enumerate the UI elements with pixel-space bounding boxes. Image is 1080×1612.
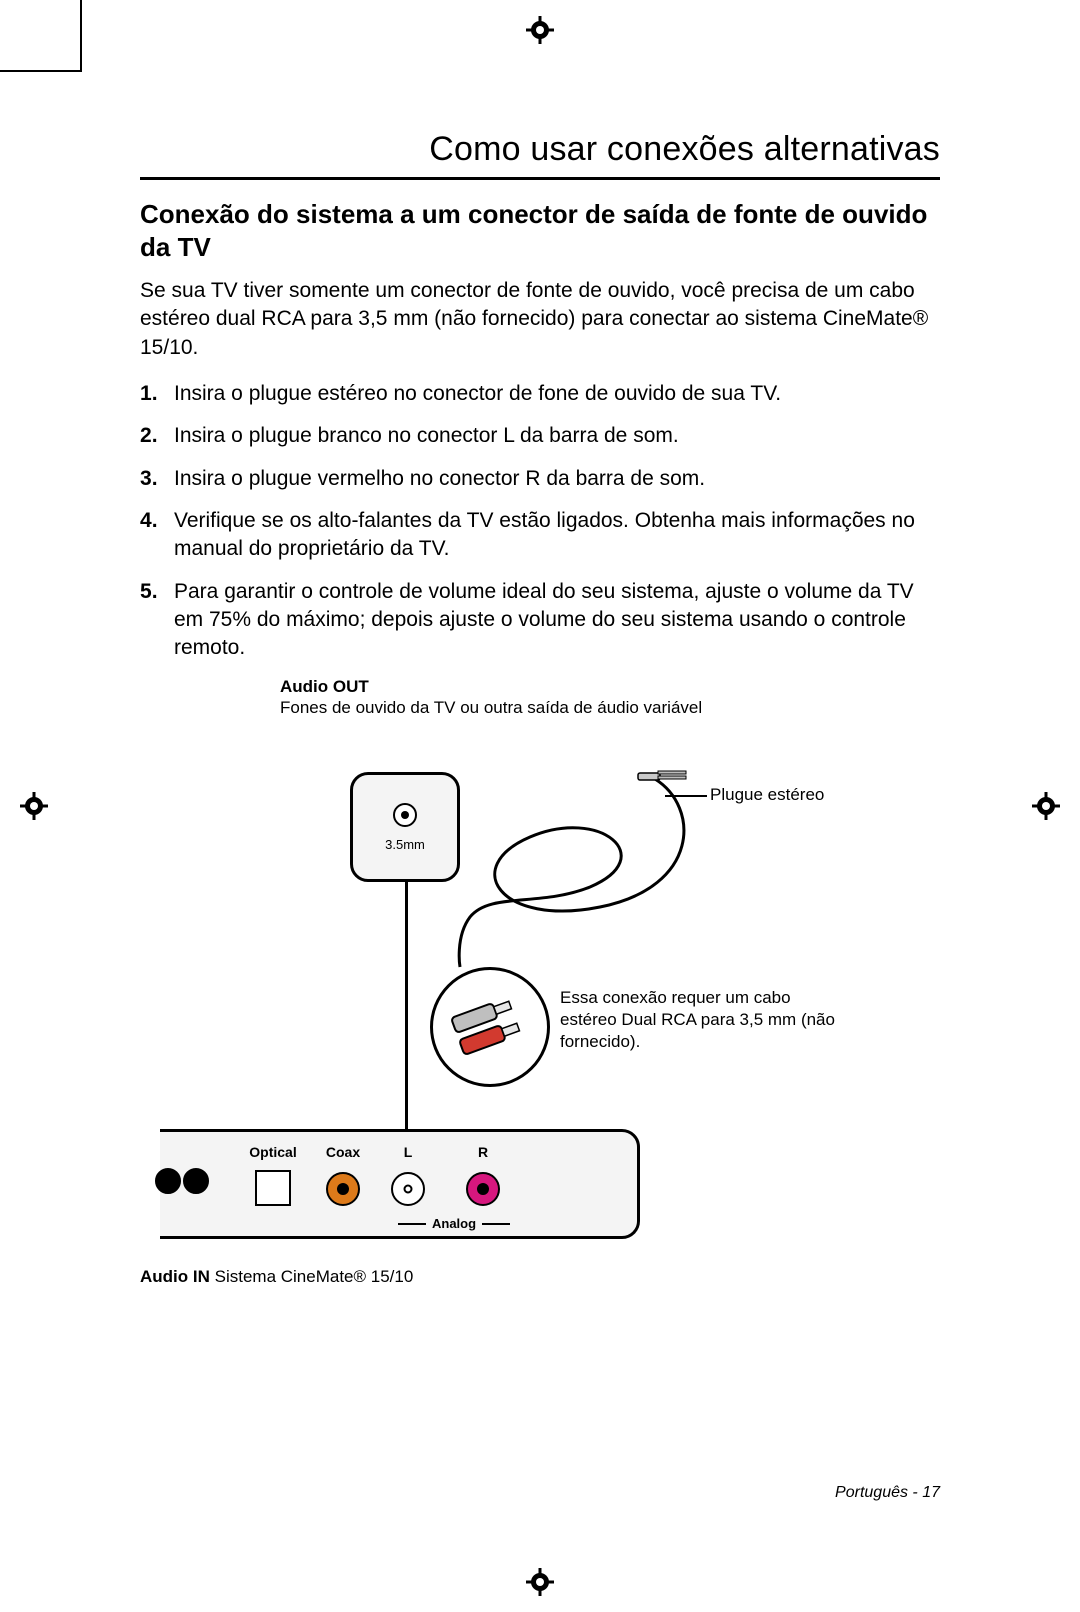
registration-mark-icon [526,16,554,44]
step-item: Verifique se os alto-falantes da TV estã… [140,507,940,564]
analog-group-label: Analog [398,1216,510,1231]
port-label-optical: Optical [249,1144,296,1160]
audio-in-caption: Audio IN Sistema CineMate® 15/10 [140,1267,413,1287]
registration-mark-icon [526,1568,554,1596]
analog-l-port-icon [391,1172,425,1206]
audio-in-bold: Audio IN [140,1267,210,1286]
analog-r-port-icon [466,1172,500,1206]
step-item: Insira o plugue estéreo no conector de f… [140,380,940,408]
power-jacks-icon [155,1168,211,1199]
optical-port-icon [255,1170,291,1206]
audio-out-label-block: Audio OUT Fones de ouvido da TV ou outra… [280,677,702,719]
section-title: Conexão do sistema a um conector de saíd… [140,198,940,263]
audio-out-subtitle: Fones de ouvido da TV ou outra saída de … [280,697,702,719]
intro-paragraph: Se sua TV tiver somente um conector de f… [140,277,940,362]
stereo-cable-icon [400,767,720,987]
audio-in-rest: Sistema CineMate® 15/10 [210,1267,413,1286]
registration-mark-icon [20,792,48,820]
connection-diagram: Audio OUT Fones de ouvido da TV ou outra… [140,677,940,1357]
audio-out-title: Audio OUT [280,677,702,697]
callout-line-icon [665,795,707,797]
registration-mark-icon [1032,792,1060,820]
page-content: Como usar conexões alternativas Conexão … [140,130,940,1357]
cable-note: Essa conexão requer um cabo estéreo Dual… [560,987,840,1053]
page-title: Como usar conexões alternativas [140,130,940,169]
title-rule [140,177,940,180]
port-label-coax: Coax [326,1144,360,1160]
step-item: Insira o plugue vermelho no conector R d… [140,465,940,493]
crop-mark-icon [80,0,82,72]
step-item: Insira o plugue branco no conector L da … [140,422,940,450]
connection-line-icon [405,882,408,1132]
crop-mark-icon [0,70,80,72]
soundbar-panel-icon: Optical Coax L R Analog [140,1129,640,1239]
port-label-l: L [404,1144,413,1160]
port-label-r: R [478,1144,488,1160]
coax-port-icon [326,1172,360,1206]
step-item: Para garantir o controle de volume ideal… [140,578,940,663]
rca-plugs-detail-icon [430,967,550,1087]
steps-list: Insira o plugue estéreo no conector de f… [140,380,940,663]
page-footer: Português - 17 [835,1484,940,1502]
stereo-plug-label: Plugue estéreo [710,785,824,805]
